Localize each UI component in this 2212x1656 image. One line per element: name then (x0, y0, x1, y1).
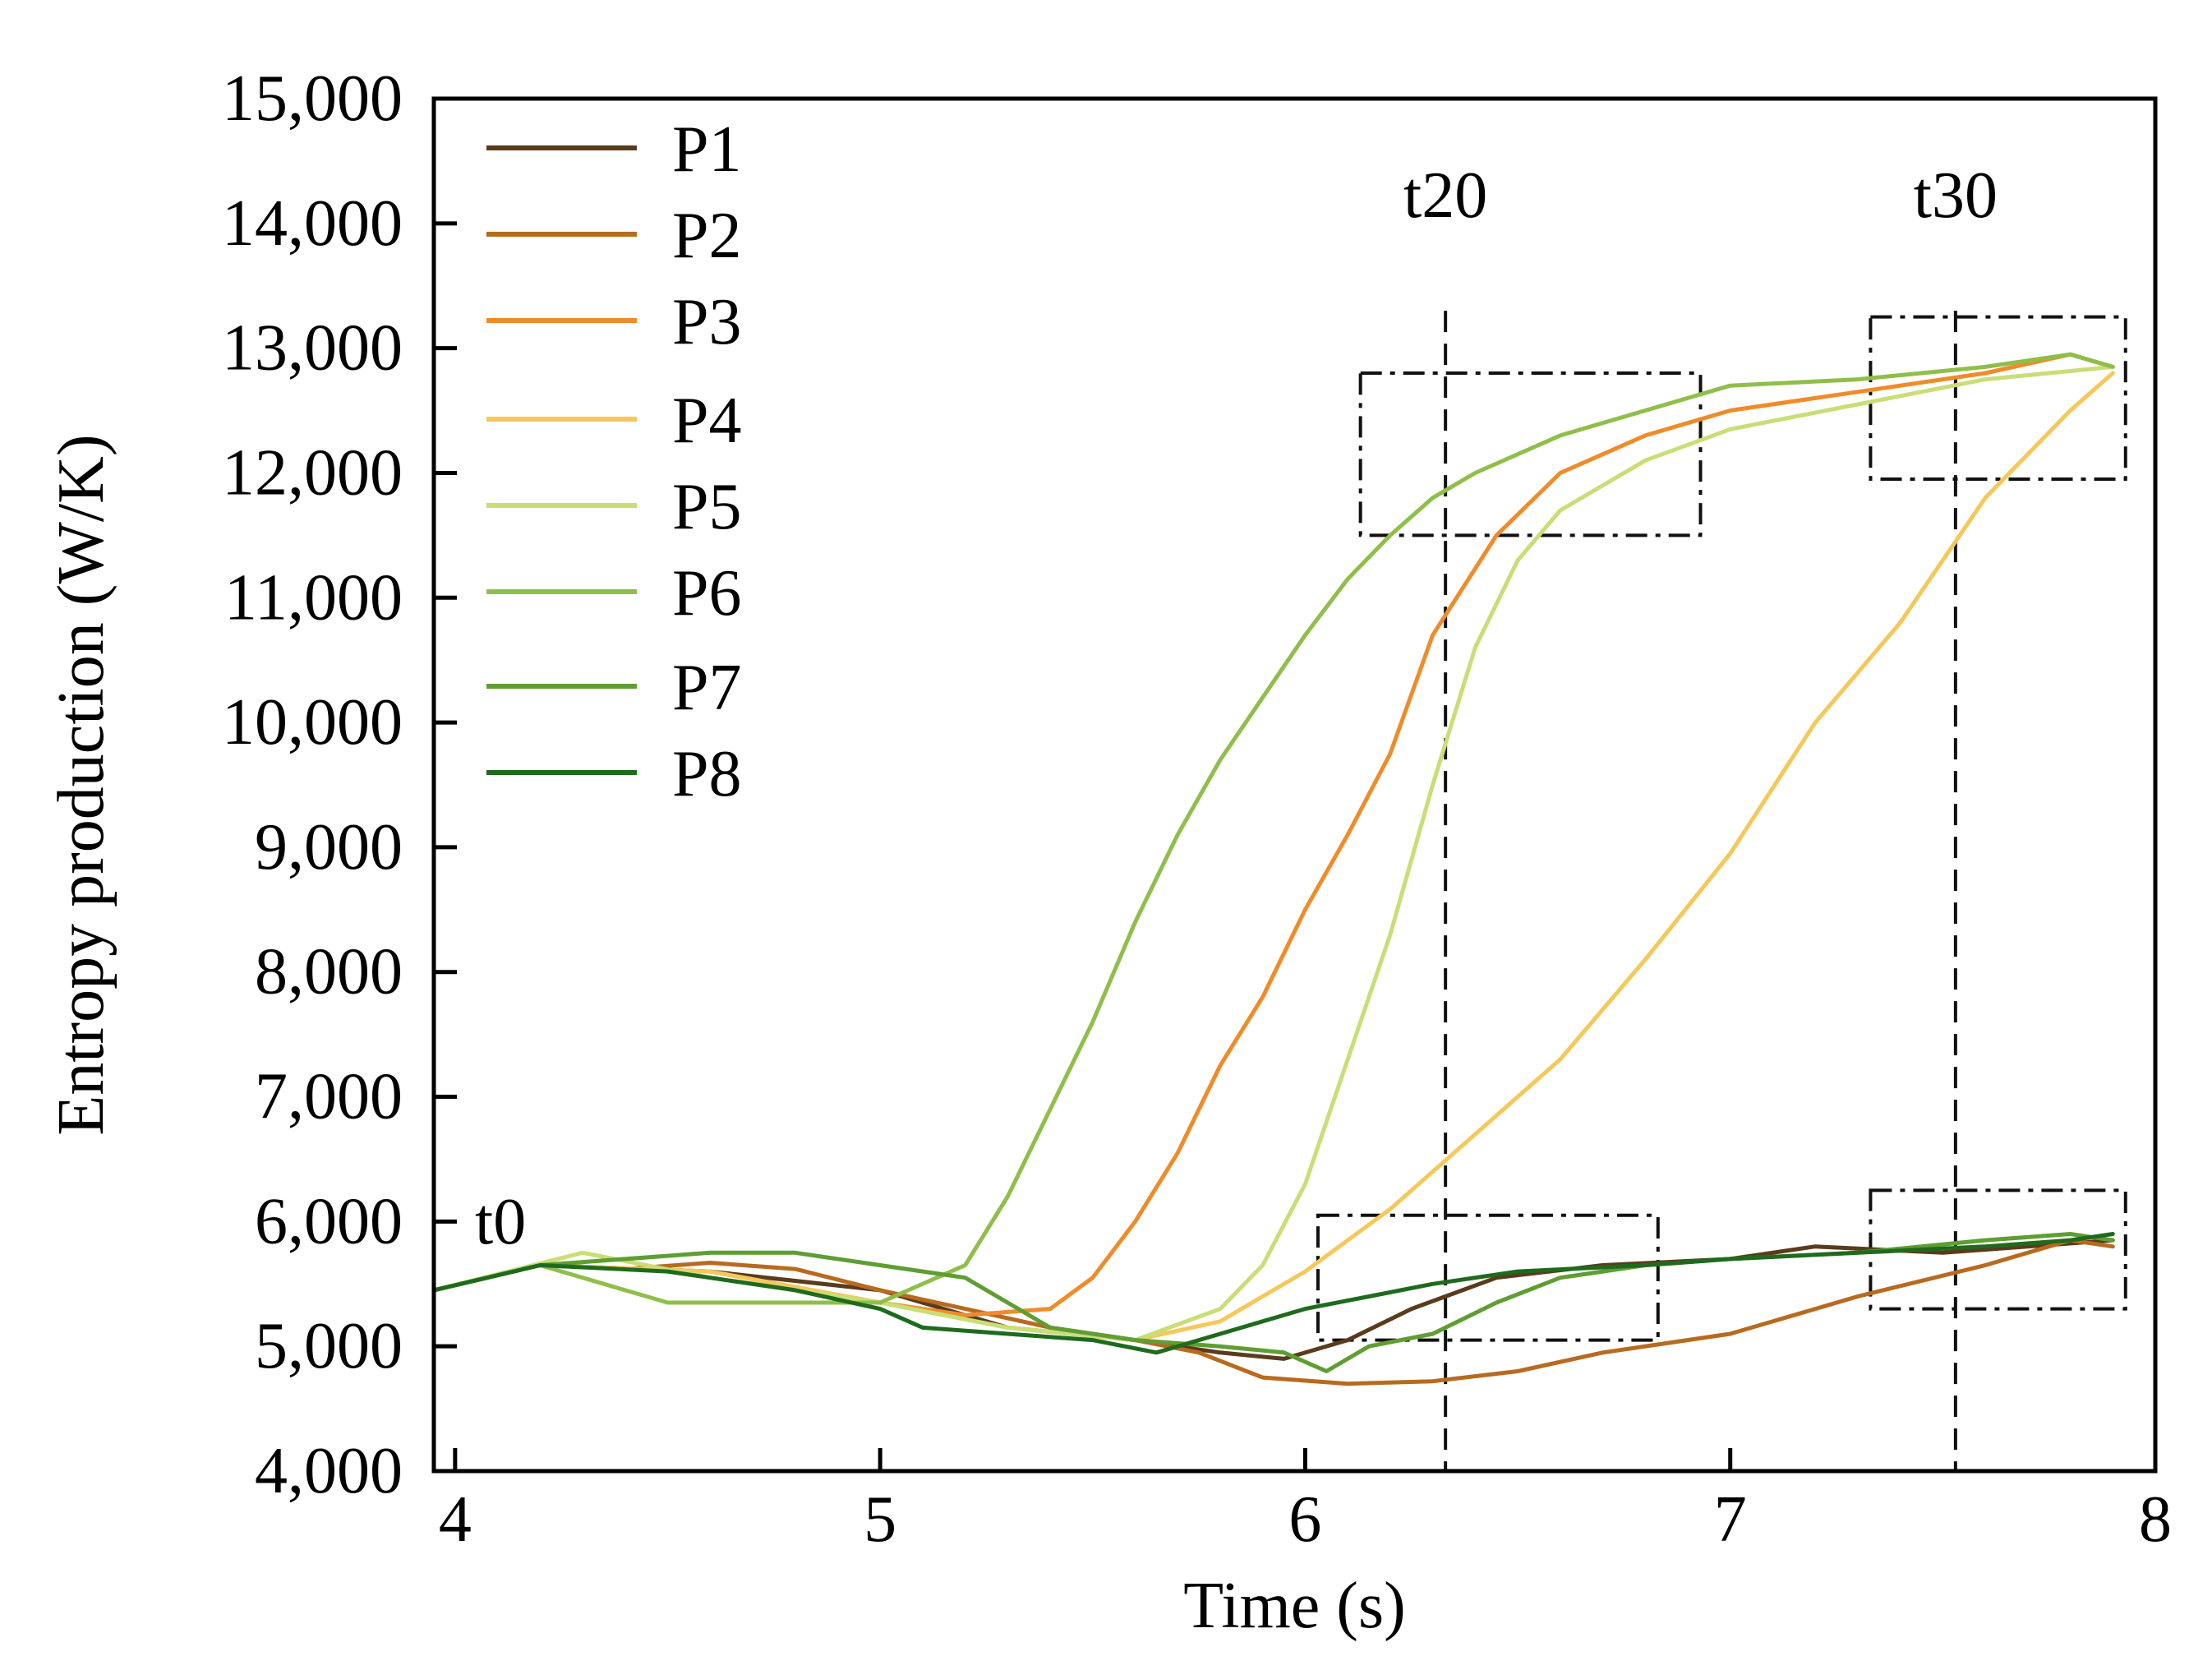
x-tick-label: 8 (2139, 1483, 2172, 1556)
highlight-box (1869, 315, 2127, 482)
y-tick-label: 7,000 (255, 1061, 403, 1133)
y-tick-label: 15,000 (222, 62, 403, 135)
y-tick-label: 10,000 (222, 686, 403, 759)
y-tick-label: 12,000 (222, 436, 403, 509)
legend-label-P6: P6 (672, 557, 742, 630)
x-tick-label: 5 (864, 1483, 896, 1556)
marker-label-t0: t0 (475, 1186, 526, 1258)
x-tick-label: 4 (439, 1483, 472, 1556)
x-axis-title: Time (s) (1183, 1570, 1405, 1642)
y-tick-label: 11,000 (224, 561, 403, 634)
marker-label-t20: t20 (1403, 159, 1487, 232)
legend-label-P1: P1 (672, 113, 742, 186)
x-tick-label: 6 (1288, 1483, 1321, 1556)
y-tick-label: 13,000 (222, 312, 403, 385)
series-line-P8 (431, 1232, 2115, 1355)
y-tick-label: 8,000 (255, 936, 403, 1008)
series-line-P3 (431, 352, 2115, 1317)
plot-frame (431, 96, 2158, 1474)
legend-label-P7: P7 (672, 652, 742, 724)
legend-label-P8: P8 (672, 738, 742, 810)
x-tick-label: 7 (1714, 1483, 1747, 1556)
series-line-P6 (431, 352, 2115, 1305)
legend-label-P2: P2 (672, 200, 742, 272)
y-tick-label: 6,000 (255, 1185, 403, 1257)
y-tick-label: 5,000 (255, 1310, 403, 1382)
highlight-box (1358, 371, 1703, 537)
series-line-P1 (431, 1238, 2115, 1361)
legend-label-P5: P5 (672, 471, 742, 543)
legend-label-P3: P3 (672, 286, 742, 358)
highlight-box (1316, 1213, 1660, 1342)
y-tick-label: 4,000 (255, 1435, 403, 1507)
y-axis-title: Entropy production (W/K) (45, 434, 118, 1135)
marker-label-t30: t30 (1914, 159, 1998, 232)
y-tick-label: 9,000 (255, 811, 403, 883)
legend-label-P4: P4 (672, 385, 742, 457)
series-line-P5 (431, 364, 2115, 1343)
y-tick-label: 14,000 (222, 187, 403, 260)
series-line-P2 (431, 1238, 2115, 1386)
